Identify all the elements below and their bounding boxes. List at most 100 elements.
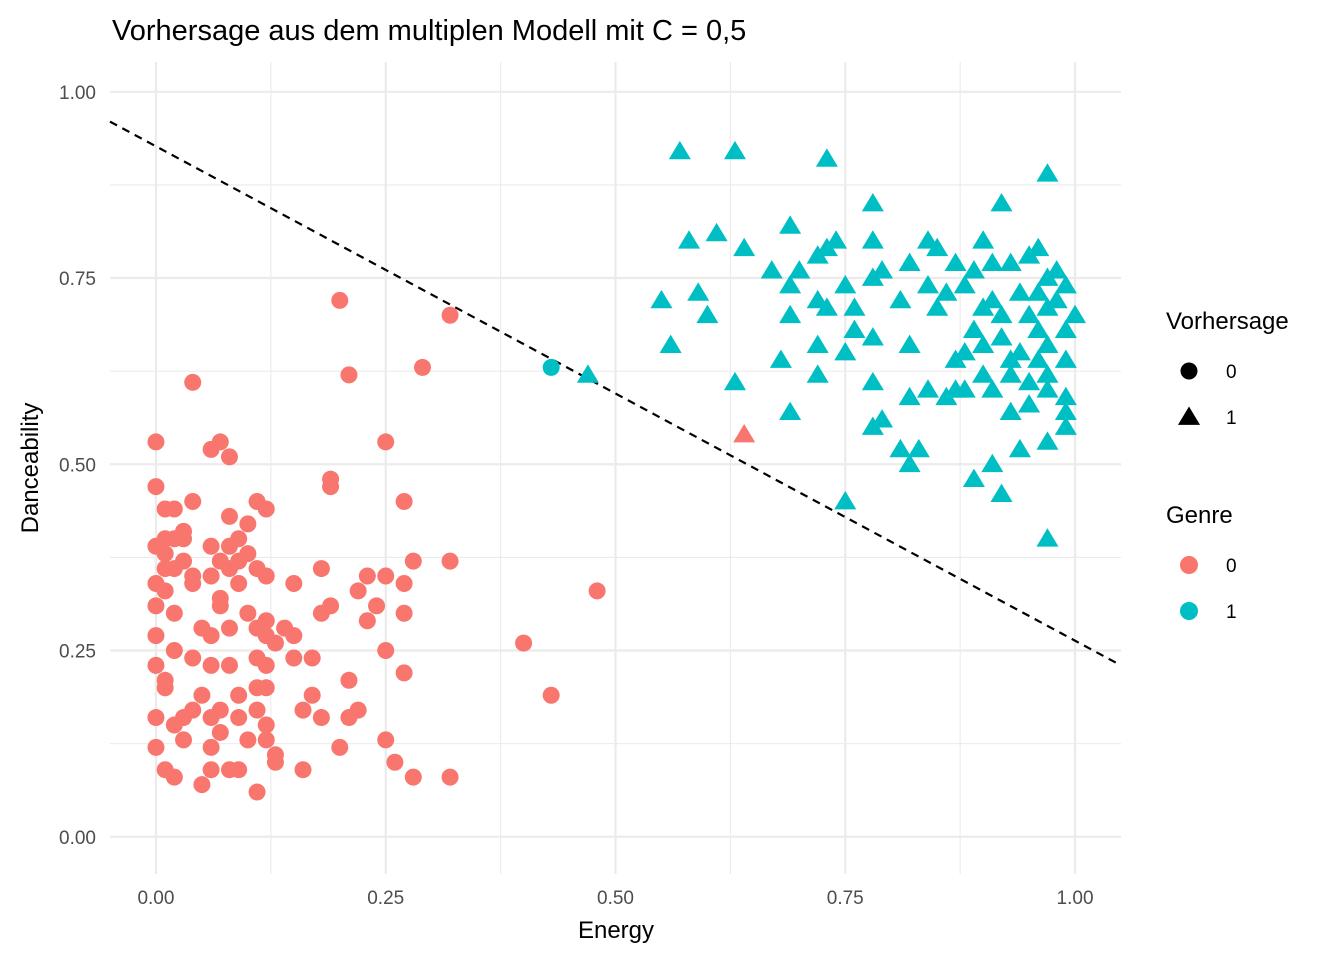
data-point-circle-genre-0 (377, 642, 395, 660)
data-point-circle-genre-0 (285, 649, 303, 667)
data-point-circle-genre-0 (413, 358, 431, 376)
data-point-circle-genre-0 (368, 597, 386, 615)
data-point-triangle-genre-1 (650, 289, 673, 309)
data-point-triangle-genre-1 (990, 193, 1013, 212)
data-point-circle-genre-0 (211, 723, 229, 741)
data-point-circle-genre-0 (377, 731, 395, 749)
data-point-triangle-genre-1 (861, 327, 884, 346)
data-point-circle-genre-0 (386, 753, 404, 771)
legend-key-triangle (1177, 406, 1201, 425)
y-tick-label: 1.00 (59, 83, 96, 104)
data-point-triangle-genre-1 (1018, 304, 1041, 324)
data-point-circle-genre-0 (441, 768, 459, 786)
data-point-circle-genre-0 (257, 500, 275, 518)
data-point-triangle-genre-1 (981, 252, 1004, 272)
data-point-triangle-genre-1 (962, 319, 985, 339)
data-point-triangle-genre-1 (769, 349, 792, 368)
data-point-circle-genre-0 (257, 731, 275, 749)
data-point-triangle-genre-1 (889, 438, 912, 458)
data-point-circle-genre-0 (312, 560, 330, 578)
data-point-triangle-genre-1 (815, 148, 838, 167)
data-point-circle-genre-0 (220, 656, 238, 674)
data-point-triangle-genre-1 (944, 379, 967, 398)
legend: Vorhersage Genre 01 01 (1166, 308, 1289, 623)
legend-shape-title: Vorhersage (1166, 308, 1289, 335)
data-point-triangle-genre-1 (916, 274, 940, 294)
data-point-triangle-genre-1 (972, 334, 995, 353)
data-point-circle-genre-0 (404, 552, 422, 570)
data-point-circle-genre-1 (542, 358, 560, 376)
data-point-circle-genre-0 (257, 567, 275, 585)
data-point-circle-genre-0 (175, 731, 193, 749)
data-point-triangle-genre-0 (733, 423, 756, 443)
data-point-triangle-genre-1 (668, 140, 691, 160)
data-point-circle-genre-0 (230, 761, 248, 779)
data-point-circle-genre-0 (202, 567, 220, 585)
data-point-triangle-genre-1 (779, 401, 802, 421)
data-point-circle-genre-0 (165, 642, 183, 660)
data-point-circle-genre-0 (156, 545, 174, 563)
data-point-triangle-genre-1 (1036, 528, 1059, 547)
data-point-circle-genre-0 (147, 738, 165, 756)
data-point-triangle-genre-1 (687, 282, 710, 301)
data-point-circle-genre-0 (147, 433, 165, 451)
grid-layer (110, 62, 1121, 874)
data-point-circle-genre-0 (285, 574, 303, 592)
data-point-circle-genre-0 (220, 619, 238, 637)
data-point-triangle-genre-1 (889, 289, 912, 309)
data-point-circle-genre-0 (248, 783, 266, 801)
data-point-circle-genre-0 (358, 567, 376, 585)
data-point-circle-genre-0 (202, 627, 220, 645)
legend-shape-label: 1 (1226, 408, 1237, 429)
data-points-layer (147, 140, 1087, 801)
data-point-triangle-genre-1 (843, 319, 866, 339)
data-point-triangle-genre-1 (944, 252, 967, 272)
data-point-triangle-genre-1 (972, 364, 995, 383)
data-point-circle-genre-0 (202, 537, 220, 555)
data-point-circle-genre-0 (165, 768, 183, 786)
data-point-circle-genre-0 (211, 433, 229, 451)
data-point-triangle-genre-1 (659, 334, 682, 353)
chart-title: Vorhersage aus dem multiplen Modell mit … (112, 15, 746, 47)
data-point-circle-genre-0 (340, 366, 358, 384)
data-point-triangle-genre-1 (1054, 401, 1077, 421)
data-point-circle-genre-0 (312, 604, 330, 622)
data-point-triangle-genre-1 (999, 401, 1022, 421)
data-point-triangle-genre-1 (999, 349, 1022, 368)
data-point-circle-genre-0 (239, 731, 257, 749)
data-point-circle-genre-0 (193, 776, 211, 794)
data-point-circle-genre-0 (312, 709, 330, 727)
data-point-circle-genre-0 (230, 709, 248, 727)
legend-shape-entries: 01 (1177, 362, 1237, 429)
data-point-circle-genre-0 (331, 738, 349, 756)
data-point-triangle-genre-1 (696, 304, 719, 324)
axis-tick-labels: 0.00 0.25 0.50 0.75 1.00 0.00 0.25 0.50 0.75 1.00 (59, 83, 1094, 909)
data-point-circle-genre-0 (165, 500, 183, 518)
data-point-circle-genre-0 (175, 530, 193, 548)
decision-boundary-layer (109, 120, 1122, 667)
data-point-circle-genre-0 (230, 574, 248, 592)
data-point-triangle-genre-1 (1018, 245, 1041, 264)
data-point-triangle-genre-1 (1036, 334, 1059, 353)
data-point-circle-genre-0 (165, 604, 183, 622)
data-point-triangle-genre-1 (760, 260, 783, 279)
data-point-triangle-genre-1 (825, 230, 848, 249)
data-point-circle-genre-0 (220, 537, 238, 555)
data-point-triangle-genre-1 (907, 438, 930, 458)
data-point-triangle-genre-1 (843, 297, 866, 316)
data-point-triangle-genre-1 (990, 483, 1013, 502)
x-tick-label: 0.75 (827, 888, 864, 909)
data-point-triangle-genre-1 (806, 334, 829, 353)
data-point-triangle-genre-1 (935, 282, 958, 301)
data-point-triangle-genre-1 (898, 386, 921, 406)
data-point-circle-genre-0 (377, 433, 395, 451)
data-point-circle-genre-0 (211, 701, 229, 719)
data-point-circle-genre-0 (377, 567, 395, 585)
data-point-triangle-genre-1 (1018, 394, 1041, 413)
data-point-circle-genre-0 (184, 649, 202, 667)
data-point-triangle-genre-1 (1008, 282, 1031, 301)
data-point-triangle-genre-1 (898, 252, 921, 272)
data-point-circle-genre-0 (156, 560, 174, 578)
data-point-triangle-genre-1 (898, 453, 921, 473)
